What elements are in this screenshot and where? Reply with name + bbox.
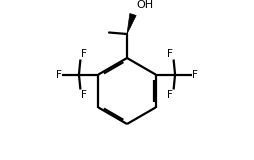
Text: F: F <box>167 90 173 100</box>
Text: F: F <box>81 90 87 100</box>
Text: F: F <box>56 69 62 80</box>
Text: F: F <box>81 49 87 59</box>
Text: F: F <box>192 69 198 80</box>
Text: F: F <box>167 49 173 59</box>
Text: OH: OH <box>136 0 153 10</box>
Polygon shape <box>127 14 136 34</box>
